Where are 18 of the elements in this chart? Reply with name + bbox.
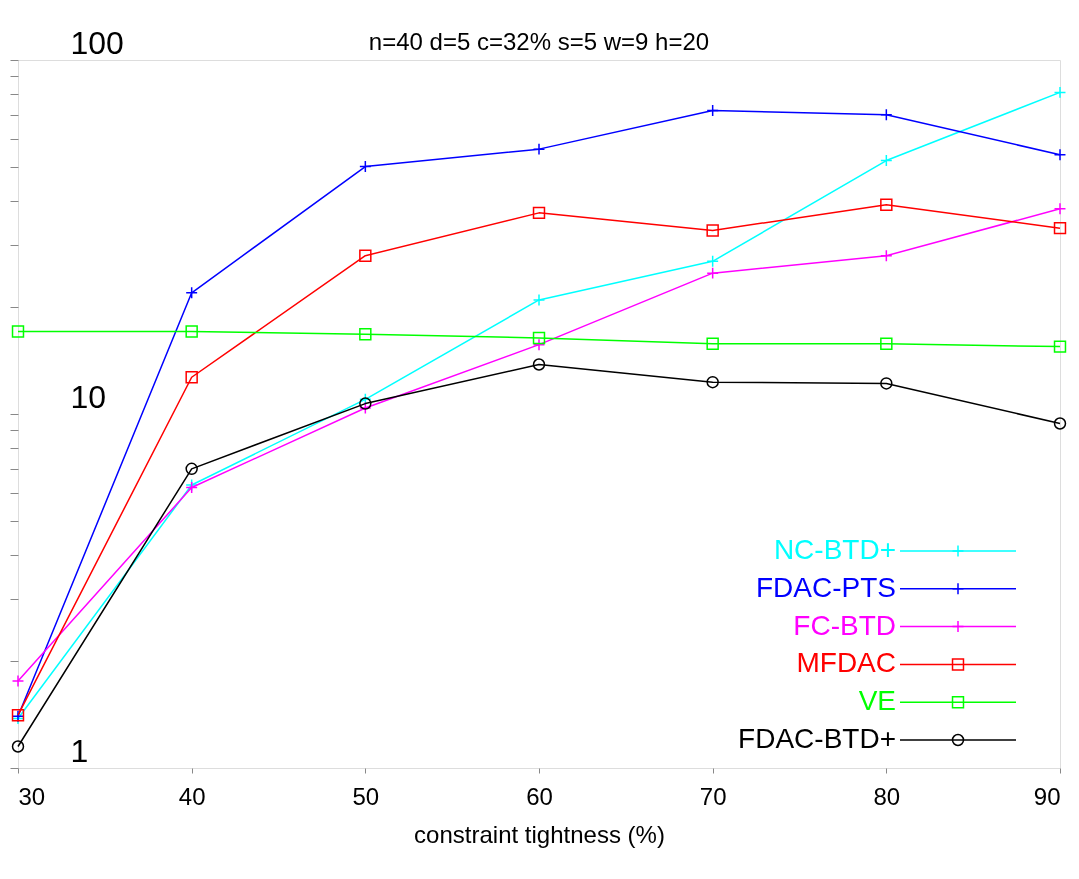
x-tick-label: 30 [18,782,46,810]
legend-label: FDAC-PTS [756,571,896,603]
x-tick-label: 50 [352,782,380,810]
legend-label: MFDAC [796,647,896,679]
x-tick-label: 70 [699,782,727,810]
x-axis-title: constraint tightness (%) [414,820,665,848]
y-tick-label: 100 [70,24,124,61]
x-tick-label: 40 [178,782,206,810]
y-tick-label: 10 [70,378,107,415]
legend-label: FC-BTD [793,609,896,641]
x-tick-label: 60 [526,782,553,810]
legend-label: VE [858,685,896,717]
legend-label: NC-BTD+ [773,534,896,565]
legend-label: FDAC-BTD+ [738,723,896,754]
chart-title: n=40 d=5 c=32% s=5 w=9 h=20 [368,28,710,55]
x-tick-label: 80 [873,782,901,810]
y-tick-label: 1 [70,732,89,769]
x-tick-label: 90 [1033,782,1061,810]
